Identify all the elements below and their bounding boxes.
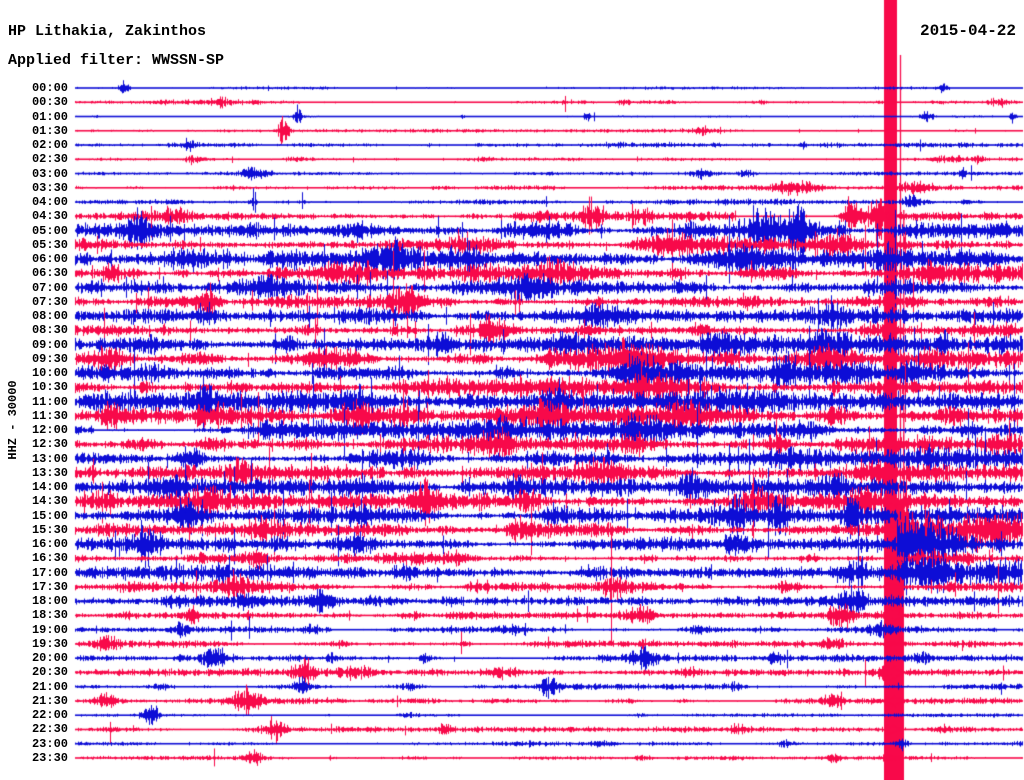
- trace-time-label: 13:30: [31, 465, 68, 480]
- trace-time-label: 21:30: [31, 693, 68, 708]
- trace-time-label: 05:30: [31, 237, 68, 252]
- trace-time-label: 08:30: [31, 323, 68, 338]
- trace-time-label: 19:00: [31, 622, 68, 637]
- trace-time-label: 12:00: [31, 423, 68, 438]
- trace-time-label: 03:30: [31, 180, 68, 195]
- trace-time-label: 05:00: [31, 223, 68, 238]
- trace-time-label: 10:00: [31, 366, 68, 381]
- trace-time-label: 17:00: [31, 565, 68, 580]
- trace-time-label: 18:00: [31, 594, 68, 609]
- trace-time-label: 07:30: [31, 294, 68, 309]
- trace-time-label: 04:00: [31, 195, 68, 210]
- trace-time-label: 03:00: [31, 166, 68, 181]
- trace-time-label: 02:00: [31, 138, 68, 153]
- trace-time-label: 06:30: [31, 266, 68, 281]
- trace-time-label: 10:30: [31, 380, 68, 395]
- applied-filter-label: Applied filter: WWSSN-SP: [8, 52, 225, 69]
- trace-time-label: 01:30: [31, 123, 68, 138]
- trace-time-label: 08:00: [31, 309, 68, 324]
- trace-time-label: 09:30: [31, 351, 68, 366]
- trace-time-label: 22:30: [31, 722, 68, 737]
- trace-time-label: 11:00: [31, 394, 68, 409]
- trace-time-label: 12:30: [31, 437, 68, 452]
- trace-time-label: 13:00: [31, 451, 68, 466]
- trace-time-label: 04:30: [31, 209, 68, 224]
- trace-time-label: 11:30: [31, 408, 68, 423]
- trace-time-label: 14:00: [31, 480, 68, 495]
- trace-time-label: 00:00: [31, 81, 68, 95]
- trace-time-label: 17:30: [31, 579, 68, 594]
- trace-time-label: 15:30: [31, 522, 68, 537]
- trace-time-label: 01:00: [31, 109, 68, 124]
- trace-time-label: 14:30: [31, 494, 68, 509]
- trace-time-label: 19:30: [31, 636, 68, 651]
- trace-time-label: 18:30: [31, 608, 68, 623]
- trace-time-label: 02:30: [31, 152, 68, 167]
- trace-time-label: 15:00: [31, 508, 68, 523]
- date-label: 2015-04-22: [919, 22, 1016, 40]
- trace-time-label: 23:30: [31, 750, 68, 765]
- trace-time-label: 21:00: [31, 679, 68, 694]
- trace-time-label: 06:00: [31, 252, 68, 267]
- trace-time-label: 16:30: [31, 551, 68, 566]
- trace-time-label: 22:00: [31, 708, 68, 723]
- trace-time-label: 20:00: [31, 651, 68, 666]
- trace-time-label: 20:30: [31, 665, 68, 680]
- trace-time-label: 00:30: [31, 95, 68, 110]
- station-title: HP Lithakia, Zakinthos: [8, 23, 207, 40]
- trace-time-label: 16:00: [31, 537, 68, 552]
- trace-time-label: 07:00: [31, 280, 68, 295]
- trace-time-label: 23:00: [31, 736, 68, 751]
- trace-time-label: 09:00: [31, 337, 68, 352]
